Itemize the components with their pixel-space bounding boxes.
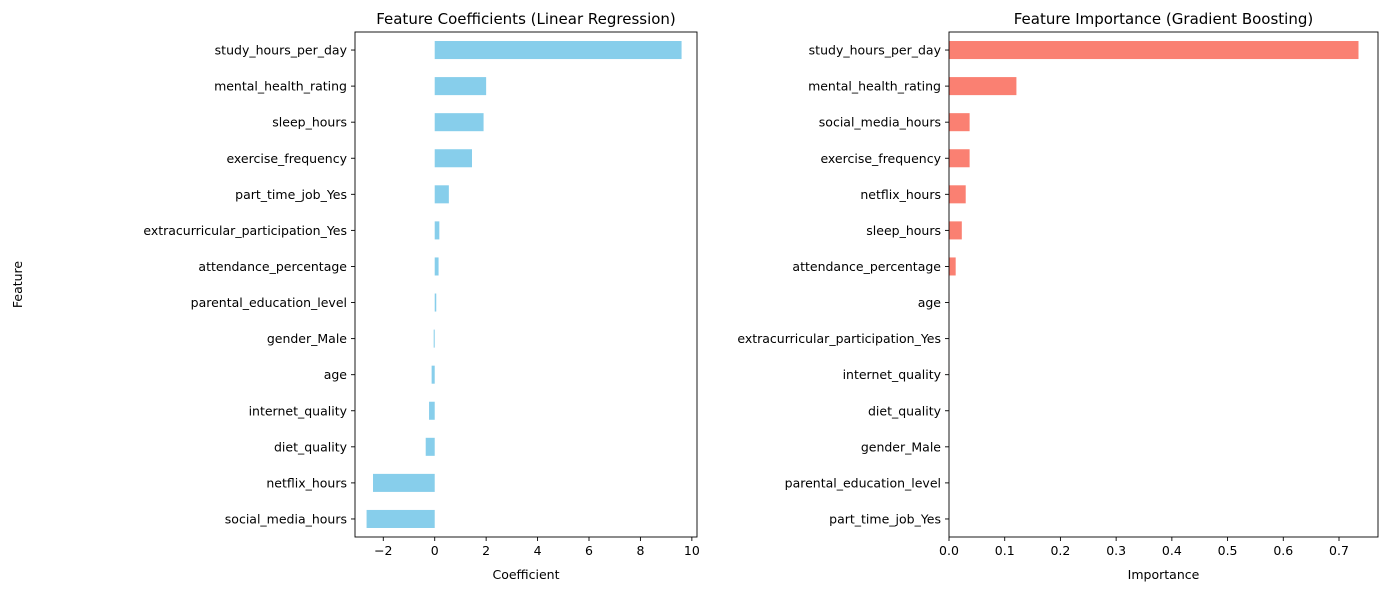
coef-plot-frame [354, 31, 698, 538]
coef-ytick-label-3: sleep_hours [272, 115, 347, 130]
importance-xtick-label-3: 0.2 [1050, 543, 1070, 558]
importance-xtick-label-2: 0.1 [995, 543, 1015, 558]
coef-bar-11 [429, 401, 435, 420]
importance-xtick-label-7: 0.6 [1273, 543, 1293, 558]
coef-ytick-label-13: netflix_hours [266, 475, 347, 490]
importance-plot-frame [948, 31, 1379, 538]
coef-y-axis-label: Feature [10, 261, 25, 309]
importance-ytick-label-10: internet_quality [843, 367, 942, 382]
coef-bar-1 [434, 41, 682, 60]
importance-ytick-label-12: gender_Male [861, 439, 941, 454]
coef-ytick-label-2: mental_health_rating [214, 79, 347, 94]
importance-ytick-label-8: age [918, 295, 942, 310]
coef-bar-8 [434, 293, 437, 312]
coef-ytick-label-14: social_media_hours [225, 511, 347, 526]
coef-ytick-label-5: part_time_job_Yes [235, 187, 347, 202]
coef-bar-5 [434, 185, 449, 204]
importance-ytick-label-13: parental_education_level [785, 475, 941, 490]
coef-xtick-label-2: 0 [431, 543, 439, 558]
importance-ytick-label-1: study_hours_per_day [809, 43, 942, 58]
coef-ytick-label-9: gender_Male [267, 331, 347, 346]
coef-bar-13 [373, 473, 435, 492]
coef-ytick-label-6: extracurricular_participation_Yes [143, 223, 347, 238]
coef-bar-6 [434, 221, 440, 240]
importance-xtick-label-4: 0.3 [1106, 543, 1126, 558]
coef-ytick-label-8: parental_education_level [191, 295, 347, 310]
coef-ytick-label-7: attendance_percentage [198, 259, 347, 274]
importance-ytick-label-3: social_media_hours [819, 115, 941, 130]
importance-ytick-label-14: part_time_job_Yes [829, 511, 941, 526]
importance-bar-5 [949, 185, 966, 204]
importance-bar-3 [949, 113, 970, 132]
coef-x-axis-label: Coefficient [492, 567, 559, 582]
coef-xtick-label-5: 6 [585, 543, 593, 558]
importance-ytick-label-4: exercise_frequency [820, 151, 941, 166]
importance-bar-4 [949, 149, 970, 168]
importance-ytick-label-5: netflix_hours [860, 187, 941, 202]
importance-xtick-label-6: 0.5 [1218, 543, 1238, 558]
importance-bar-1 [949, 41, 1359, 60]
importance-bar-6 [949, 221, 962, 240]
importance-xtick-label-5: 0.4 [1162, 543, 1182, 558]
importance-xtick-label-8: 0.7 [1329, 543, 1349, 558]
importance-ytick-label-7: attendance_percentage [792, 259, 941, 274]
importance-x-axis-label: Importance [1128, 567, 1200, 582]
coef-bar-9 [433, 329, 435, 348]
coef-ytick-label-1: study_hours_per_day [215, 43, 348, 58]
coef-xtick-label-6: 8 [636, 543, 644, 558]
coef-xtick-label-1: −2 [374, 543, 392, 558]
coef-bar-14 [366, 509, 435, 528]
coef-chart-title: Feature Coefficients (Linear Regression) [376, 10, 676, 28]
importance-xtick-label-1: 0.0 [939, 543, 959, 558]
importance-ytick-label-6: sleep_hours [866, 223, 941, 238]
importance-ytick-label-9: extracurricular_participation_Yes [737, 331, 941, 346]
coef-ytick-label-11: internet_quality [249, 403, 348, 418]
coef-ytick-label-12: diet_quality [274, 439, 348, 454]
coef-bar-2 [434, 77, 487, 96]
coef-xtick-label-7: 10 [684, 543, 700, 558]
importance-ytick-label-11: diet_quality [868, 403, 942, 418]
coef-ytick-label-10: age [324, 367, 348, 382]
coef-bar-12 [425, 437, 435, 456]
coef-xtick-label-3: 2 [482, 543, 490, 558]
importance-bar-2 [949, 77, 1017, 96]
coef-bar-7 [434, 257, 439, 276]
coef-bar-10 [431, 365, 435, 384]
importance-ytick-label-2: mental_health_rating [808, 79, 941, 94]
importance-bar-7 [949, 257, 956, 276]
importance-chart-title: Feature Importance (Gradient Boosting) [1014, 10, 1313, 28]
coef-xtick-label-4: 4 [534, 543, 542, 558]
coef-bar-3 [434, 113, 484, 132]
coef-bar-4 [434, 149, 472, 168]
coef-ytick-label-4: exercise_frequency [226, 151, 347, 166]
